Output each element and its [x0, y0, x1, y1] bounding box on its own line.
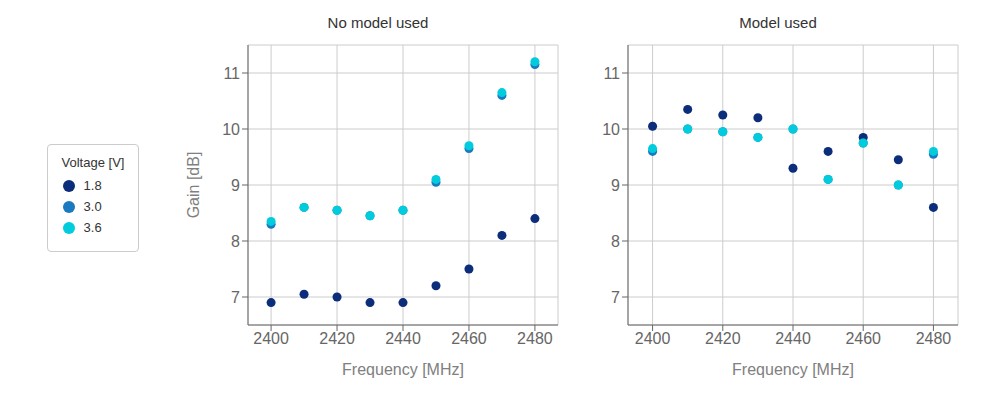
- html-text:Model used: Model used: [739, 14, 817, 31]
- svg-text:2440: 2440: [775, 330, 811, 347]
- svg-text:10: 10: [602, 121, 620, 138]
- svg-text:9: 9: [611, 177, 620, 194]
- html-text:1.8: 1.8: [83, 178, 102, 193]
- svg-text:2400: 2400: [253, 330, 289, 347]
- svg-text:2400: 2400: [635, 330, 671, 347]
- svg-text:2420: 2420: [705, 330, 741, 347]
- svg-text:2460: 2460: [845, 330, 881, 347]
- html-text:3.0: 3.0: [83, 199, 102, 214]
- svg-text:7: 7: [611, 289, 620, 306]
- svg-text:11: 11: [603, 65, 620, 82]
- svg-text:2480: 2480: [916, 330, 952, 347]
- svg-text:2480: 2480: [517, 330, 553, 347]
- svg-text:11: 11: [223, 65, 240, 82]
- svg-text:2460: 2460: [451, 330, 487, 347]
- html-text:3.6: 3.6: [83, 220, 102, 235]
- html-text:No model used: No model used: [327, 14, 429, 31]
- svg-text:Frequency [MHz]: Frequency [MHz]: [342, 361, 464, 378]
- svg-text:8: 8: [611, 233, 620, 250]
- svg-text:10: 10: [222, 121, 240, 138]
- svg-text:2440: 2440: [385, 330, 421, 347]
- svg-text:2420: 2420: [319, 330, 355, 347]
- svg-text:9: 9: [231, 177, 240, 194]
- svg-text:Gain [dB]: Gain [dB]: [185, 152, 202, 219]
- svg-text:8: 8: [231, 233, 240, 250]
- html-text:Voltage [V]: Voltage [V]: [61, 155, 125, 170]
- svg-text:Frequency [MHz]: Frequency [MHz]: [732, 361, 854, 378]
- svg-text:7: 7: [231, 289, 240, 306]
